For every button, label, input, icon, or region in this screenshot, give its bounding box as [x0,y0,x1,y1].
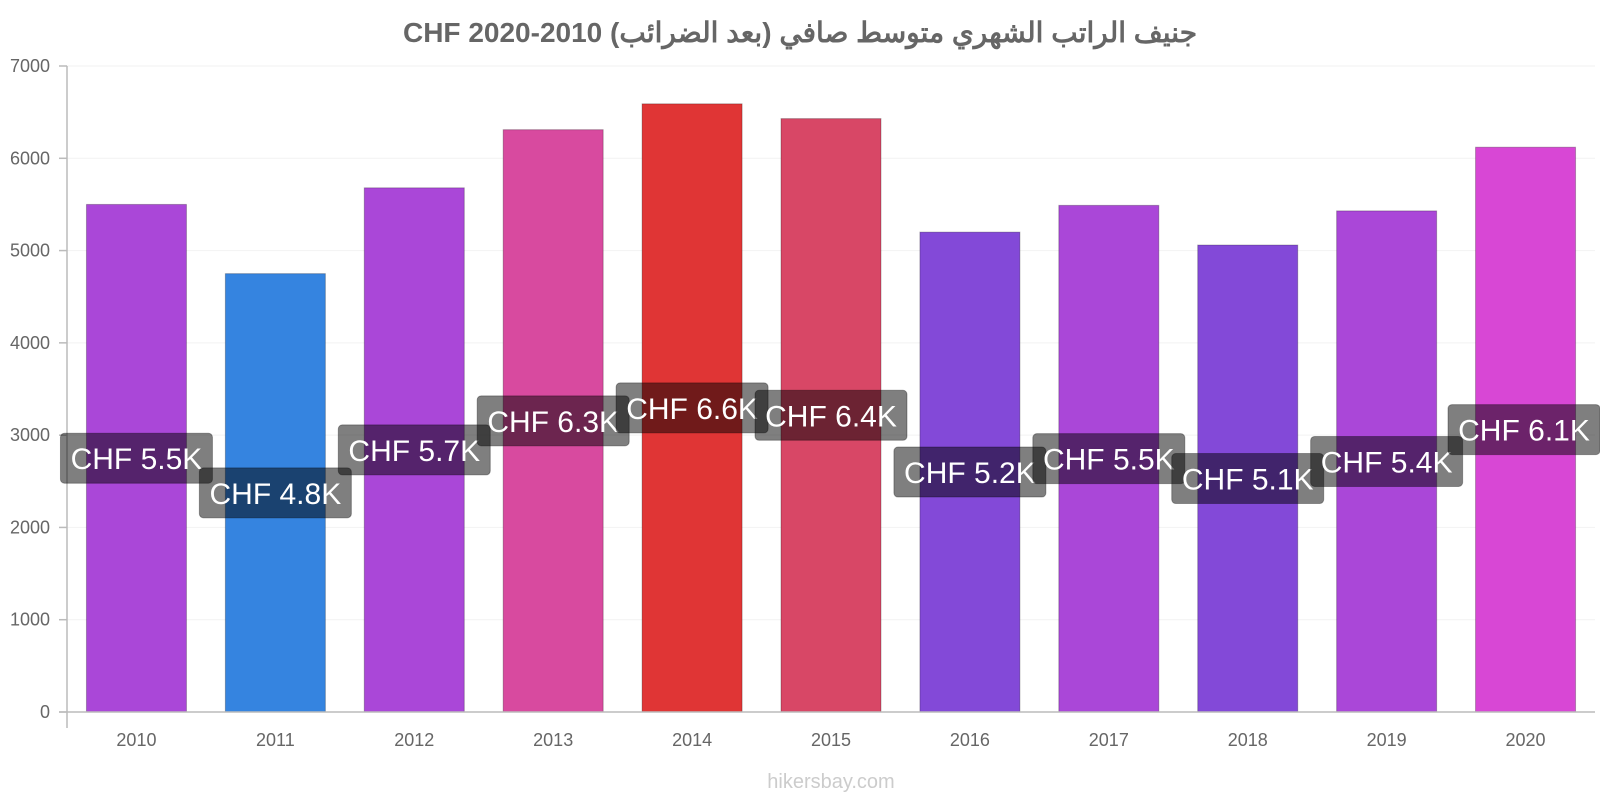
data-label-text-2010: CHF 5.5K [71,443,203,476]
x-tick-label-2020: 2020 [1506,730,1546,750]
data-label-2011: CHF 4.8K [198,467,352,519]
data-label-2013: CHF 6.3K [476,395,630,447]
data-label-box-2020 [1447,404,1600,456]
x-tick-label-2012: 2012 [394,730,434,750]
data-label-2016: CHF 5.2K [893,446,1047,498]
watermark: hikersbay.com [767,771,894,793]
data-label-text-2012: CHF 5.7K [348,435,480,468]
y-tick-label-7: 7000 [10,56,50,76]
data-label-2019: CHF 5.4K [1310,435,1464,487]
data-label-box-2019 [1310,435,1464,487]
data-label-box-2010 [59,432,213,484]
x-tick-label-2015: 2015 [811,730,851,750]
axes [59,66,1595,728]
y-tick-label-2: 2000 [10,517,50,537]
data-label-box-2012 [337,424,491,476]
y-tick-label-1: 1000 [10,610,50,630]
x-tick-label-2010: 2010 [116,730,156,750]
y-tick-labels: 0 1000 2000 3000 4000 5000 6000 7000 [10,56,67,722]
x-tick-label-2017: 2017 [1089,730,1129,750]
data-label-2010: CHF 5.5K [59,432,213,484]
x-tick-label-2018: 2018 [1228,730,1268,750]
data-label-text-2019: CHF 5.4K [1321,446,1453,479]
data-label-text-2011: CHF 4.8K [210,478,342,511]
y-tick-label-6: 6000 [10,148,50,168]
data-label-text-2013: CHF 6.3K [487,406,619,439]
data-label-2014: CHF 6.6K [615,382,769,434]
x-tick-label-2011: 2011 [256,730,295,750]
data-label-box-2011 [198,467,352,519]
chart-title: جنيف الراتب الشهري متوسط صافي (بعد الضرا… [403,17,1197,50]
data-label-2015: CHF 6.4K [754,389,908,441]
data-label-text-2016: CHF 5.2K [904,457,1036,490]
data-label-2020: CHF 6.1K [1447,404,1600,456]
y-tick-label-4: 4000 [10,333,50,353]
x-tick-label-2016: 2016 [950,730,990,750]
x-tick-label-2014: 2014 [672,730,712,750]
data-label-text-2018: CHF 5.1K [1182,464,1314,497]
y-tick-label-3: 3000 [10,425,50,445]
data-label-text-2014: CHF 6.6K [626,393,758,426]
x-tick-label-2019: 2019 [1367,730,1407,750]
data-label-text-2017: CHF 5.5K [1043,444,1175,477]
data-label-text-2020: CHF 6.1K [1458,415,1590,448]
x-tick-labels: 2010 2011 2012 2013 2014 2015 2016 2017 2018 2019… [116,730,1545,750]
data-label-2018: CHF 5.1K [1171,453,1325,505]
y-tick-label-0: 0 [40,702,50,722]
data-label-2017: CHF 5.5K [1032,433,1186,485]
data-label-2012: CHF 5.7K [337,424,491,476]
data-label-box-2015 [754,389,908,441]
y-tick-label-5: 5000 [10,241,50,261]
x-tick-label-2013: 2013 [533,730,573,750]
data-label-text-2015: CHF 6.4K [765,400,897,433]
